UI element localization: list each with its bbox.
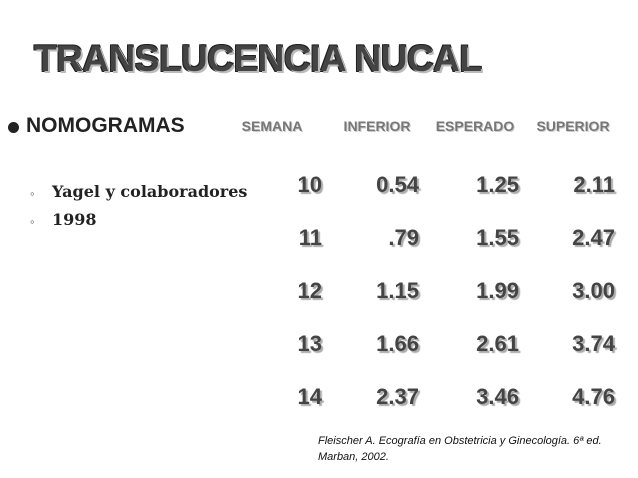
table-cell: 3.74 xyxy=(572,331,615,356)
table-cell: 1.55 xyxy=(476,225,519,250)
table-cell: 3.46 xyxy=(476,384,519,409)
table-cell: 0.54 xyxy=(376,172,419,197)
table-cell: 11 xyxy=(298,225,322,250)
table-cell: 14 xyxy=(297,384,322,409)
table-cell: 2.47 xyxy=(572,225,615,250)
table-cell: 1.15 xyxy=(376,278,419,303)
table-cell: 2.37 xyxy=(376,384,419,409)
table-cell: 1.66 xyxy=(376,331,419,356)
table-cell: .79 xyxy=(388,225,419,250)
table-cell: 2.11 xyxy=(573,172,615,197)
sub-bullet-text: Yagel y colaboradores xyxy=(52,182,248,201)
table-cell: 13 xyxy=(297,331,322,356)
bullet-text: NOMOGRAMAS xyxy=(26,114,185,137)
table-cell: 1.25 xyxy=(476,172,519,197)
table-cell: 4.76 xyxy=(572,384,615,409)
citation-line: Marban, 2002. xyxy=(318,451,389,463)
column-header: INFERIOR xyxy=(343,118,411,134)
table-cell: 1.99 xyxy=(476,278,519,303)
table-cell: 10 xyxy=(297,172,322,197)
table-cell: 2.61 xyxy=(476,331,519,356)
sub-bullet-marker: ◦ xyxy=(30,186,35,201)
table-cell: 3.00 xyxy=(572,278,615,303)
table-cell: 12 xyxy=(297,278,322,303)
column-header: ESPERADO xyxy=(435,118,515,134)
column-header: SUPERIOR xyxy=(536,118,610,134)
sub-bullet-text: 1998 xyxy=(52,210,97,229)
sub-bullet-marker: ◦ xyxy=(30,214,35,229)
column-header: SEMANA xyxy=(241,118,303,134)
slide-title: TRANSLUCENCIA NUCAL xyxy=(34,38,482,79)
bullet-dot xyxy=(8,122,19,133)
citation-line: Fleischer A. Ecografía en Obstetricia y … xyxy=(318,435,602,447)
